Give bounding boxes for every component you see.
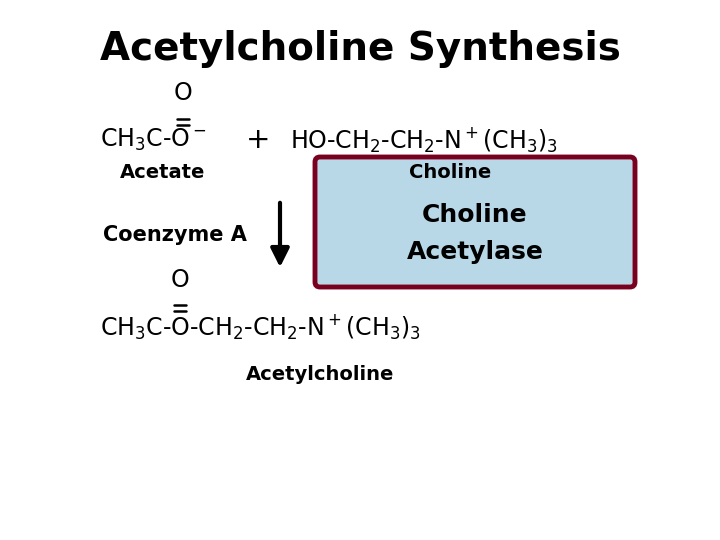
Text: CH$_3$C-O$^-$: CH$_3$C-O$^-$ xyxy=(100,127,207,153)
Text: Acetylase: Acetylase xyxy=(407,240,544,264)
Text: Choline: Choline xyxy=(409,163,491,181)
Text: Acetylcholine Synthesis: Acetylcholine Synthesis xyxy=(99,30,621,68)
FancyBboxPatch shape xyxy=(315,157,635,287)
Text: Acetylcholine: Acetylcholine xyxy=(246,366,394,384)
Text: O: O xyxy=(171,268,189,292)
Text: Coenzyme A: Coenzyme A xyxy=(103,225,247,245)
Text: O: O xyxy=(174,81,192,105)
Text: Acetate: Acetate xyxy=(120,163,206,181)
Text: +: + xyxy=(246,126,270,154)
Text: CH$_3$C-O-CH$_2$-CH$_2$-N$^+$(CH$_3$)$_3$: CH$_3$C-O-CH$_2$-CH$_2$-N$^+$(CH$_3$)$_3… xyxy=(100,313,420,342)
Text: Choline: Choline xyxy=(422,203,528,227)
Text: HO-CH$_2$-CH$_2$-N$^+$(CH$_3$)$_3$: HO-CH$_2$-CH$_2$-N$^+$(CH$_3$)$_3$ xyxy=(290,125,558,154)
